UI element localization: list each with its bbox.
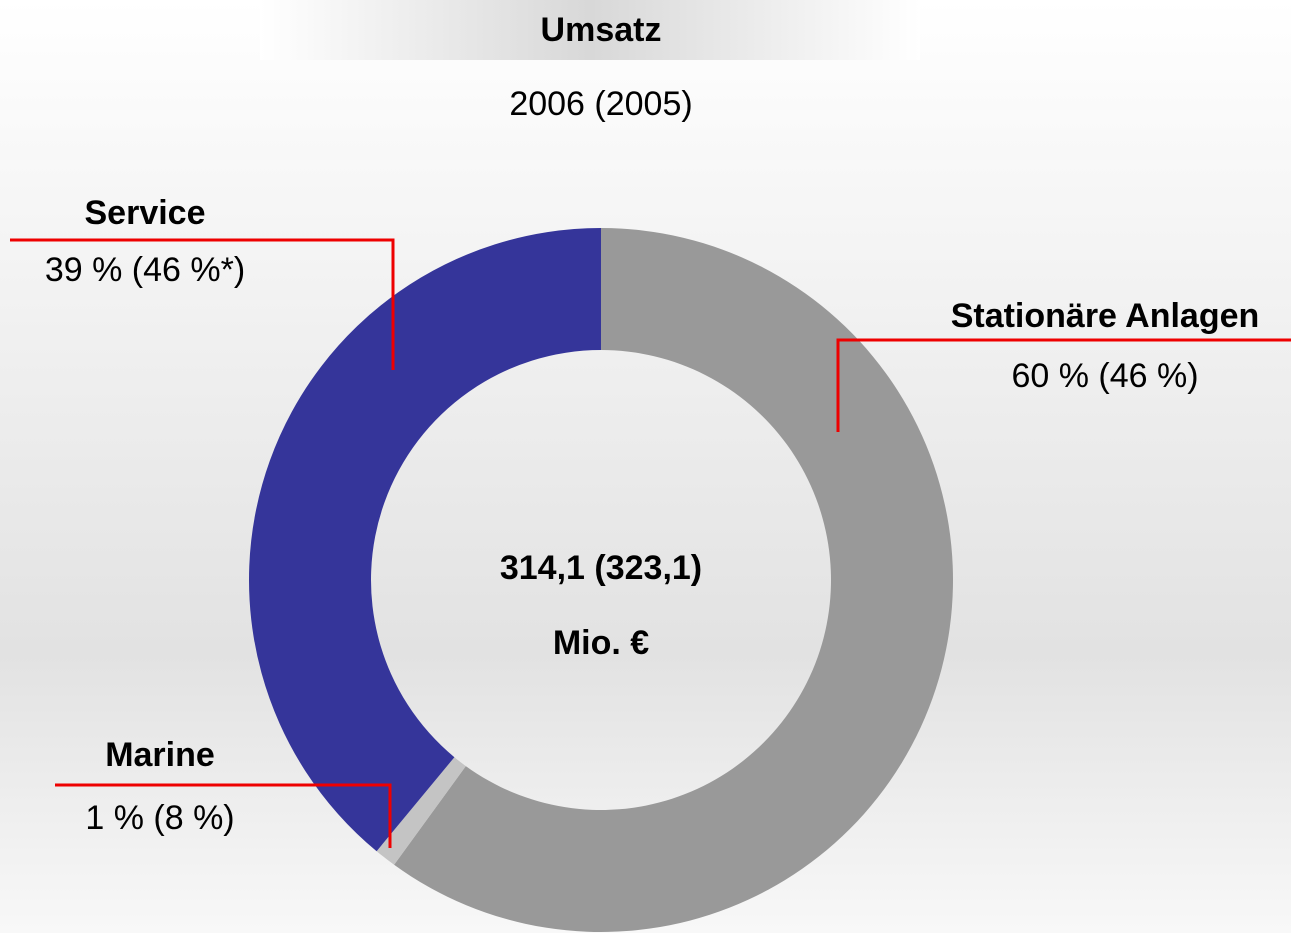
- chart-title: Umsatz: [541, 11, 662, 49]
- slice: [394, 228, 953, 932]
- leader-line: [836, 338, 1291, 432]
- chart-subtitle: 2006 (2005): [509, 85, 692, 123]
- slice-label: Marine: [105, 736, 215, 774]
- slices: [249, 228, 953, 932]
- slice: [249, 228, 602, 852]
- value-label: 60 % (46 %): [1011, 357, 1198, 395]
- title-band: [260, 0, 920, 60]
- value-label: 39 % (46 %*): [45, 251, 245, 289]
- center-text: 314,1 (323,1): [500, 549, 702, 587]
- slice-label: Stationäre Anlagen: [951, 297, 1260, 335]
- value-label: 1 % (8 %): [85, 799, 234, 837]
- slice-label: Service: [85, 194, 206, 232]
- slice: [376, 757, 466, 865]
- center-text: Mio. €: [553, 624, 649, 662]
- leader-line: [10, 238, 395, 370]
- leader-line: [55, 783, 392, 848]
